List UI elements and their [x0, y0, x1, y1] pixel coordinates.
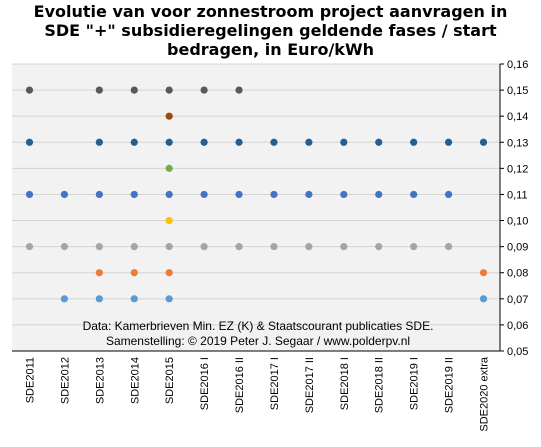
data-point: [130, 138, 138, 146]
y-tick-label: 0,07: [507, 294, 528, 306]
y-tick-label: 0,14: [507, 111, 528, 123]
data-point: [165, 243, 173, 251]
y-tick-label: 0,15: [507, 85, 528, 97]
x-tick-label: SDE2017 I: [269, 357, 281, 410]
data-point: [95, 269, 103, 277]
data-point: [165, 295, 173, 303]
annotation-credit: Samenstelling: © 2019 Peter J. Segaar / …: [106, 334, 410, 348]
data-point: [444, 243, 453, 251]
data-point: [235, 190, 243, 199]
data-point: [235, 86, 243, 94]
y-tick-label: 0,06: [507, 320, 528, 332]
chart-title: Evolutie van voor zonnestroom project aa…: [0, 2, 541, 59]
data-point: [165, 190, 173, 199]
data-point: [25, 190, 34, 199]
data-point: [410, 190, 418, 199]
data-point: [375, 243, 383, 251]
data-point: [60, 243, 69, 251]
x-axis: SDE2011 SDE2012 SDE2013 SDE2014 SDE2015 SDE20…: [12, 350, 500, 432]
x-tick-label: SDE2016 I: [199, 357, 211, 410]
y-tick-label: 0,10: [507, 216, 528, 228]
data-point: [235, 138, 243, 146]
x-tick-label: SDE2018 II: [374, 357, 386, 413]
data-point: [95, 295, 103, 303]
data-point: [200, 243, 208, 251]
data-point: [444, 138, 453, 146]
y-tick-label: 0,09: [507, 242, 528, 254]
data-point: [270, 190, 278, 199]
y-axis: 0,16 0,15 0,14 0,13 0,12 0,11 0,10 0,09 0,08 0,07…: [499, 59, 528, 358]
data-point: [305, 190, 313, 199]
data-point: [25, 138, 34, 146]
data-point: [479, 269, 488, 277]
data-point: [235, 243, 243, 251]
x-tick-label: SDE2015: [164, 357, 176, 404]
data-point: [340, 138, 348, 146]
data-point: [60, 295, 69, 303]
data-point: [340, 243, 348, 251]
data-point: [130, 295, 138, 303]
data-point: [270, 138, 278, 146]
data-point: [375, 190, 383, 199]
chart-title-line-1: Evolutie van voor zonnestroom project aa…: [33, 2, 508, 21]
data-point: [479, 138, 488, 146]
data-point: [130, 190, 138, 199]
y-tick-label: 0,11: [507, 189, 528, 201]
data-points: [25, 86, 488, 303]
data-point: [444, 190, 453, 199]
data-point: [95, 190, 103, 199]
plot-area: [12, 64, 500, 351]
x-tick-label: SDE2019 I: [409, 357, 421, 410]
data-point: [130, 243, 138, 251]
x-tick-label: SDE2013: [94, 357, 106, 404]
y-tick-label: 0,05: [507, 346, 528, 358]
x-tick-label: SDE2012: [59, 357, 71, 404]
x-tick-label: SDE2011: [25, 357, 37, 403]
data-point: [165, 86, 173, 94]
data-point: [25, 243, 34, 251]
data-point: [375, 138, 383, 146]
data-point: [340, 190, 348, 199]
y-tick-label: 0,13: [507, 137, 528, 149]
y-tick-label: 0,12: [507, 163, 528, 175]
data-point: [95, 243, 103, 251]
data-point: [95, 86, 103, 94]
x-tick-label: SDE2014: [129, 357, 141, 404]
data-point: [200, 138, 208, 146]
y-tick-label: 0,16: [507, 59, 528, 71]
data-point: [165, 112, 173, 120]
chart-title-line-3: bedragen, in Euro/kWh: [167, 40, 374, 59]
data-point: [479, 295, 488, 303]
data-point: [165, 164, 173, 172]
data-point: [165, 216, 173, 225]
data-point: [25, 86, 34, 94]
data-point: [130, 269, 138, 277]
y-tick-label: 0,08: [507, 268, 528, 280]
data-point: [200, 86, 208, 94]
data-point: [305, 243, 313, 251]
x-tick-label: SDE2018 I: [339, 357, 351, 410]
data-point: [270, 243, 278, 251]
annotation-source: Data: Kamerbrieven Min. EZ (K) & Staatsc…: [83, 319, 434, 333]
x-tick-label: SDE2019 II: [444, 357, 456, 413]
data-point: [165, 269, 173, 277]
data-point: [305, 138, 313, 146]
data-point: [200, 190, 208, 199]
data-point: [165, 138, 173, 146]
data-point: [95, 138, 103, 146]
chart-title-line-2: SDE "+" subsidieregelingen geldende fase…: [44, 21, 497, 40]
data-point: [130, 86, 138, 94]
x-tick-label: SDE2020 extra: [479, 356, 491, 431]
x-tick-label: SDE2016 II: [234, 357, 246, 413]
data-point: [410, 138, 418, 146]
data-point: [410, 243, 418, 251]
data-point: [60, 190, 69, 199]
x-tick-label: SDE2017 II: [304, 357, 316, 413]
